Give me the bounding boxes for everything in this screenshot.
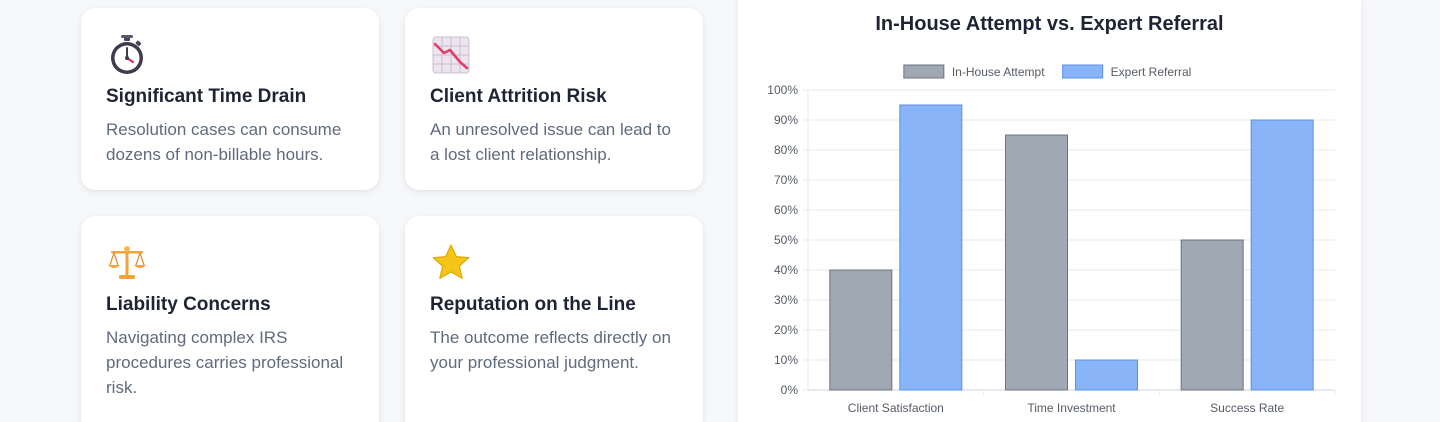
card-attrition-risk: Client Attrition Risk An unresolved issu…: [405, 8, 703, 190]
y-tick-label: 30%: [774, 293, 798, 307]
y-tick-label: 50%: [774, 233, 798, 247]
balance-scale-icon: [108, 246, 146, 279]
card-description: The outcome reflects directly on your pr…: [430, 328, 671, 372]
card-description: Resolution cases can consume dozens of n…: [106, 120, 342, 164]
x-tick-label: Time Investment: [1027, 401, 1116, 415]
card-title: Client Attrition Risk: [430, 86, 607, 107]
card-reputation: Reputation on the Line The outcome refle…: [405, 216, 703, 422]
x-tick-label: Client Satisfaction: [848, 401, 944, 415]
card-title: Liability Concerns: [106, 294, 271, 315]
bar-in-house-attempt-0: [829, 269, 893, 391]
y-tick-label: 90%: [774, 113, 798, 127]
legend-swatch: [903, 64, 945, 79]
card-title: Significant Time Drain: [106, 86, 307, 107]
y-tick-label: 80%: [774, 143, 798, 157]
bar-in-house-attempt-1: [1005, 134, 1068, 391]
bar-in-house-attempt-2: [1180, 239, 1244, 391]
star-icon: [432, 244, 470, 279]
chart-decreasing-icon: [432, 36, 470, 74]
bar-expert-referral-0: [899, 104, 963, 391]
legend-label: Expert Referral: [1111, 65, 1192, 79]
y-tick-label: 40%: [774, 263, 798, 277]
bar-chart: 0% 10% 20% 30% 40% 50% 60% 70% 80% 90% 100% Client …: [767, 64, 1336, 415]
stopwatch-icon: [111, 35, 143, 74]
chart-panel: In-House Attempt vs. Expert Referral 0% 1…: [738, 0, 1361, 422]
card-description: An unresolved issue can lead to a lost c…: [430, 120, 671, 164]
y-tick-label: 10%: [774, 353, 798, 367]
card-time-drain: Significant Time Drain Resolution cases …: [81, 8, 379, 190]
y-tick-label: 60%: [774, 203, 798, 217]
card-title: Reputation on the Line: [430, 294, 636, 315]
card-description: Navigating complex IRS procedures carrie…: [106, 328, 344, 397]
bar-expert-referral-1: [1075, 359, 1138, 391]
y-tick-label: 70%: [774, 173, 798, 187]
y-tick-label: 20%: [774, 323, 798, 337]
legend-label: In-House Attempt: [952, 65, 1045, 79]
legend-swatch: [1062, 64, 1104, 79]
card-liability: Liability Concerns Navigating complex IR…: [81, 216, 379, 422]
y-tick-label: 100%: [767, 83, 798, 97]
chart-title: In-House Attempt vs. Expert Referral: [875, 13, 1224, 35]
x-tick-label: Success Rate: [1210, 401, 1284, 415]
y-tick-label: 0%: [781, 383, 799, 397]
bar-expert-referral-2: [1250, 119, 1314, 391]
